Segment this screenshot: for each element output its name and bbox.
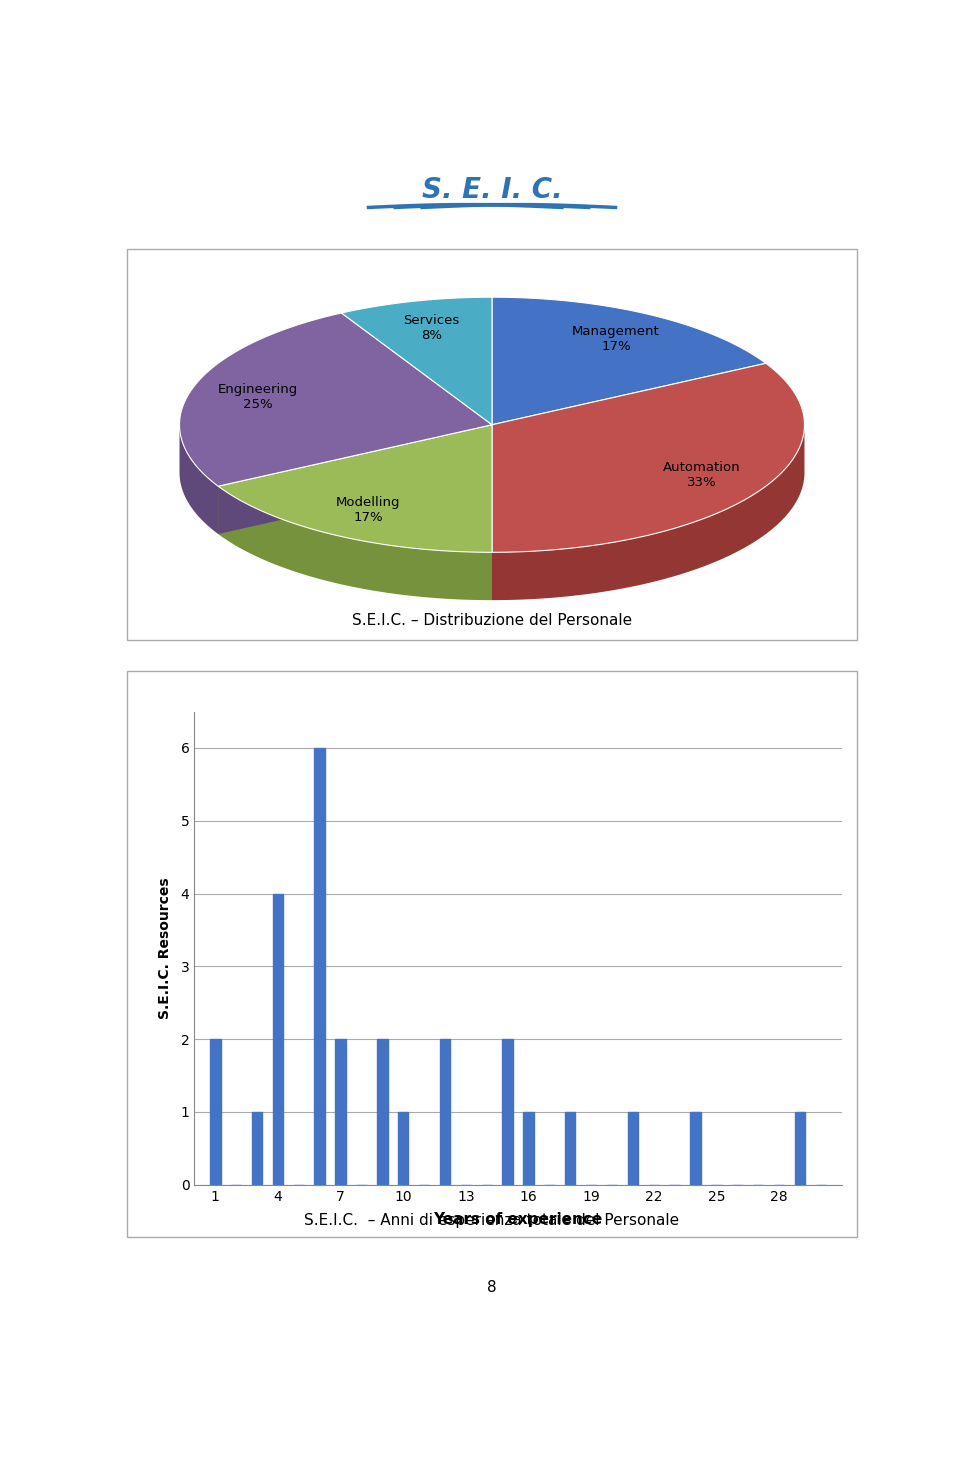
Polygon shape [342, 298, 492, 424]
Text: S. E. I. C.: S. E. I. C. [421, 175, 563, 203]
Text: Management
17%: Management 17% [572, 326, 660, 354]
Text: 8: 8 [487, 1280, 497, 1295]
Polygon shape [180, 312, 492, 486]
Polygon shape [218, 424, 492, 552]
Text: Modelling
17%: Modelling 17% [336, 496, 400, 524]
Polygon shape [218, 424, 492, 535]
Polygon shape [180, 424, 218, 535]
Polygon shape [492, 298, 766, 424]
Text: Engineering
25%: Engineering 25% [218, 383, 298, 411]
Polygon shape [492, 426, 804, 600]
Polygon shape [492, 364, 804, 552]
Text: Services
8%: Services 8% [403, 314, 460, 342]
Polygon shape [218, 424, 492, 535]
Polygon shape [218, 486, 492, 600]
Text: Automation
33%: Automation 33% [663, 461, 740, 489]
Text: S.E.I.C. – Distribuzione del Personale: S.E.I.C. – Distribuzione del Personale [352, 613, 632, 627]
Text: S.E.I.C.  – Anni di esperienza totale del Personale: S.E.I.C. – Anni di esperienza totale del… [304, 1212, 680, 1228]
